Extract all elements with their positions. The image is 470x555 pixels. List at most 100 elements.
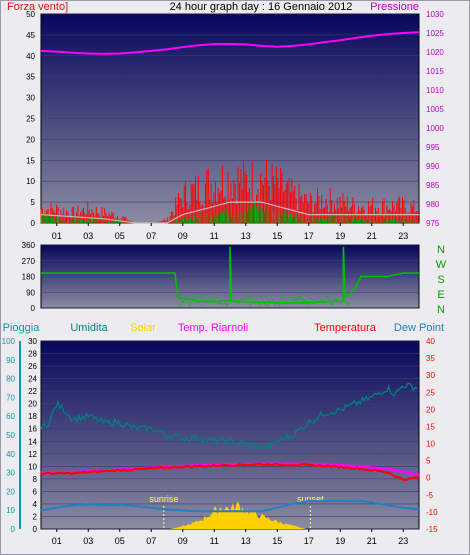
direction-jitter <box>210 296 213 299</box>
direction-jitter <box>229 300 231 303</box>
x-tick-label: 09 <box>178 231 188 241</box>
humidity-axis-label: 4 <box>33 500 38 509</box>
direction-jitter <box>264 303 267 306</box>
direction-jitter <box>187 297 190 300</box>
humidity-axis-label: 22 <box>28 387 37 396</box>
direction-jitter <box>263 302 265 304</box>
direction-jitter <box>255 297 258 300</box>
rain-axis-label: 100 <box>2 337 16 346</box>
temperature-axis-label: 10 <box>426 440 435 449</box>
direction-jitter <box>221 302 224 305</box>
direction-jitter <box>268 299 270 302</box>
compass-label: W <box>436 259 447 271</box>
rain-axis-label: 50 <box>6 431 15 440</box>
direction-jitter <box>336 301 339 304</box>
direction-jitter <box>289 296 292 300</box>
pressure-axis-label: 1020 <box>426 48 444 57</box>
direction-axis-label: 0 <box>31 304 36 313</box>
legend-item: Pioggia <box>3 322 41 334</box>
sun-marker-label: sunrise <box>149 494 178 504</box>
direction-jitter <box>223 300 225 302</box>
wind-direction-line <box>41 246 419 304</box>
x-tick-label: 23 <box>398 231 408 241</box>
x-tick-label: 13 <box>241 231 251 241</box>
direction-jitter <box>251 296 254 299</box>
humidity-axis-label: 26 <box>28 362 37 371</box>
wind-direction-scatter <box>177 294 351 307</box>
humidity-axis-label: 12 <box>28 450 37 459</box>
direction-jitter <box>348 302 351 305</box>
direction-jitter <box>219 302 221 305</box>
humidity-axis-label: 16 <box>28 425 37 434</box>
direction-jitter <box>254 301 257 303</box>
x-tick-label: 05 <box>115 231 125 241</box>
temperature-axis-label: 35 <box>426 354 435 363</box>
wind-axis-label: 15 <box>26 156 35 165</box>
direction-jitter <box>328 295 331 299</box>
rain-axis-label: 20 <box>6 487 15 496</box>
temperature-axis-label: 5 <box>426 457 431 466</box>
humidity-axis-label: 20 <box>28 400 37 409</box>
temperature-axis-label: 25 <box>426 388 435 397</box>
wind-axis-label: 25 <box>26 115 35 124</box>
direction-axis-label: 90 <box>26 288 35 297</box>
rain-axis-label: 40 <box>6 450 15 459</box>
wind-axis-label: 5 <box>31 198 36 207</box>
direction-jitter <box>234 301 236 304</box>
rain-axis-label: 80 <box>6 375 15 384</box>
direction-jitter <box>246 296 249 298</box>
direction-jitter <box>225 302 228 306</box>
rain-axis-label: 30 <box>6 469 15 478</box>
temperature-axis-label: 30 <box>426 371 435 380</box>
direction-jitter <box>280 300 283 302</box>
direction-jitter <box>241 297 244 299</box>
direction-jitter <box>340 302 342 305</box>
temperature-line <box>40 462 420 481</box>
direction-jitter <box>248 296 250 300</box>
direction-jitter <box>301 298 303 302</box>
rain-axis-label: 90 <box>6 356 15 365</box>
direction-jitter <box>283 300 286 304</box>
direction-jitter <box>181 300 184 304</box>
direction-jitter <box>240 296 243 299</box>
sun-marker-label: sunset <box>297 494 324 504</box>
wind-axis-label: 40 <box>26 52 35 61</box>
compass-label: N <box>437 244 445 256</box>
direction-jitter <box>282 297 284 300</box>
direction-jitter <box>230 297 233 301</box>
direction-jitter <box>186 299 189 303</box>
direction-jitter <box>244 296 247 299</box>
compass-label: N <box>437 304 445 316</box>
header-left-label: Forza vento] <box>7 1 68 13</box>
temperature-axis-label: 20 <box>426 405 435 414</box>
temperature-axis-label: -10 <box>426 508 438 517</box>
direction-jitter <box>182 300 185 304</box>
direction-jitter <box>308 297 311 300</box>
direction-jitter <box>265 296 268 299</box>
direction-jitter <box>209 300 211 303</box>
direction-jitter <box>298 295 301 298</box>
direction-jitter <box>250 296 253 300</box>
legend-item: Temp. Riarnoli <box>178 322 248 334</box>
pressure-axis-label: 990 <box>426 162 440 171</box>
temperature-axis-label: 15 <box>426 422 435 431</box>
temperature-axis-label: 40 <box>426 337 435 346</box>
direction-jitter <box>293 296 296 299</box>
x-tick-label: 13 <box>241 536 251 546</box>
pressure-axis-label: 1000 <box>426 124 444 133</box>
direction-jitter <box>306 303 308 306</box>
humidity-axis-label: 30 <box>28 337 37 346</box>
direction-jitter <box>311 301 313 304</box>
wind-axis-label: 35 <box>26 73 35 82</box>
direction-jitter <box>253 302 255 305</box>
direction-jitter <box>226 303 229 306</box>
direction-jitter <box>345 302 347 304</box>
compass-label: E <box>437 289 444 301</box>
direction-jitter <box>316 300 318 303</box>
direction-jitter <box>279 296 282 299</box>
wind-axis-label: 45 <box>26 31 35 40</box>
direction-jitter <box>277 301 279 303</box>
direction-jitter <box>199 302 201 304</box>
x-tick-label: 01 <box>52 231 62 241</box>
